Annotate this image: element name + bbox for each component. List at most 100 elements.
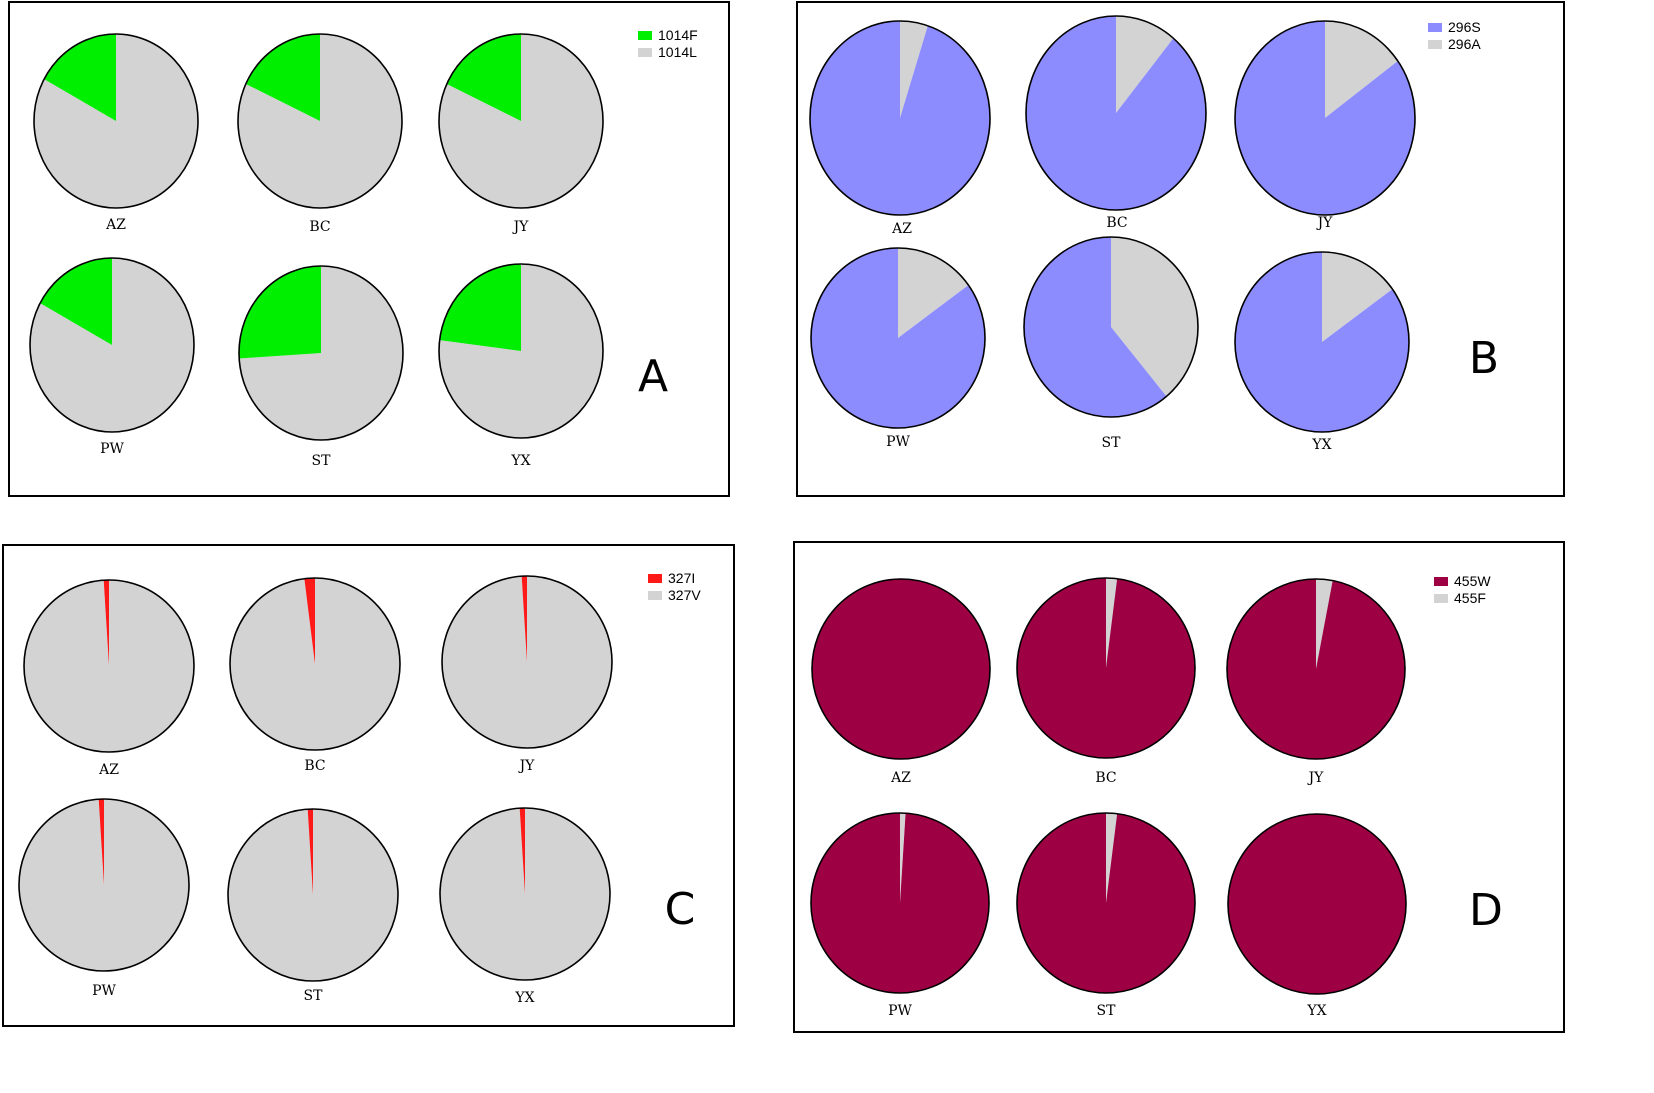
slice-1014F xyxy=(245,34,320,121)
slice-455F xyxy=(1316,579,1333,669)
slice-327I xyxy=(98,799,104,885)
pie-outline xyxy=(29,257,195,433)
pie-label: BC xyxy=(1095,770,1116,786)
pie-bc xyxy=(229,577,401,751)
pie-st xyxy=(238,265,404,441)
slice-1014L xyxy=(239,266,403,440)
pie-outline xyxy=(238,265,404,441)
pie-label: ST xyxy=(312,453,332,469)
pie-outline xyxy=(811,578,991,760)
pie-jy xyxy=(438,33,604,209)
slice-327V xyxy=(19,799,190,971)
legend-label: 327I xyxy=(668,570,695,586)
pie-az xyxy=(23,579,195,753)
slice-1014L xyxy=(438,34,603,208)
pie-label: YX xyxy=(510,453,530,469)
pie-outline xyxy=(441,575,613,749)
pie-label: YX xyxy=(1306,1003,1326,1019)
legend-swatch xyxy=(648,574,662,583)
legend-swatch xyxy=(1434,594,1448,603)
legend-swatch xyxy=(1428,40,1442,49)
panel-letter: A xyxy=(638,351,668,402)
pie-label: ST xyxy=(304,988,324,1004)
panel-letter: B xyxy=(1469,333,1499,384)
legend-label: 455F xyxy=(1454,590,1486,606)
pie-jy xyxy=(441,575,613,749)
pie-st xyxy=(1016,812,1196,994)
pie-outline xyxy=(229,577,401,751)
pie-st xyxy=(227,808,399,982)
slice-1014L xyxy=(439,264,604,438)
slice-1014F xyxy=(446,34,521,121)
pie-outline xyxy=(18,798,190,972)
slice-296S xyxy=(1234,251,1409,432)
pie-label: JY xyxy=(518,758,536,774)
legend-label: 1014L xyxy=(658,44,697,60)
legend-label: 296S xyxy=(1448,19,1481,35)
pie-outline xyxy=(237,33,403,209)
pie-outline xyxy=(438,263,604,439)
slice-1014L xyxy=(29,258,194,432)
slice-296S xyxy=(1024,237,1167,418)
slice-455F xyxy=(1106,813,1118,903)
slice-455F xyxy=(1106,578,1118,668)
slice-296S xyxy=(809,21,990,216)
slice-296S xyxy=(1026,16,1207,211)
pie-label: JY xyxy=(1307,770,1325,786)
slice-296S xyxy=(1235,21,1416,215)
pie-outline xyxy=(1234,20,1416,216)
slice-296A xyxy=(1322,252,1393,342)
slice-1014L xyxy=(237,34,402,209)
pie-st xyxy=(1023,236,1199,418)
legend-swatch xyxy=(1428,23,1442,32)
slice-1014L xyxy=(33,34,198,208)
slice-327I xyxy=(304,578,315,664)
legend-label: 327V xyxy=(668,587,701,603)
pie-label: AZ xyxy=(890,770,911,786)
slice-327I xyxy=(103,580,109,666)
panel-d: AZ BC JY PW ST YX 455W 455F D xyxy=(793,541,1565,1033)
panel-letter: C xyxy=(665,884,696,935)
slice-296A xyxy=(1116,16,1174,113)
legend-swatch xyxy=(638,48,652,57)
pie-jy xyxy=(1234,20,1416,216)
panel-c: AZ BC JY PW ST YX 327I 327V C xyxy=(2,544,735,1027)
pie-label: YX xyxy=(1311,437,1331,453)
pie-pw xyxy=(18,798,190,972)
slice-327V xyxy=(230,578,401,750)
legend-label: 455W xyxy=(1454,573,1491,589)
pie-az xyxy=(33,33,199,209)
slice-455W xyxy=(1016,813,1195,993)
pie-outline xyxy=(438,33,604,209)
panel-b: AZ BC JY PW ST YX 296S 296A B xyxy=(796,1,1565,497)
pie-bc xyxy=(237,33,403,209)
pie-yx xyxy=(438,263,604,439)
slice-455W xyxy=(810,813,989,993)
pie-jy xyxy=(1226,578,1406,760)
slice-296A xyxy=(900,21,928,118)
slice-455W xyxy=(1016,578,1195,758)
pie-label: AZ xyxy=(105,217,126,233)
pie-label: AZ xyxy=(98,762,119,778)
legend-swatch xyxy=(648,591,662,600)
slice-1014F xyxy=(439,264,521,351)
pie-yx xyxy=(1227,813,1407,995)
slice-1014F xyxy=(238,266,321,359)
pie-pw xyxy=(810,247,986,429)
slice-296A xyxy=(1325,20,1398,118)
pie-yx xyxy=(439,807,611,981)
pie-label: BC xyxy=(304,758,325,774)
pie-az xyxy=(811,578,991,760)
slice-327I xyxy=(307,809,313,895)
pie-outline xyxy=(1025,15,1207,211)
slice-327I xyxy=(519,808,525,894)
legend-swatch xyxy=(1434,577,1448,586)
pie-label: BC xyxy=(309,219,330,235)
pie-bc xyxy=(1025,15,1207,211)
pie-label: ST xyxy=(1102,435,1122,451)
pie-label: AZ xyxy=(891,221,912,237)
